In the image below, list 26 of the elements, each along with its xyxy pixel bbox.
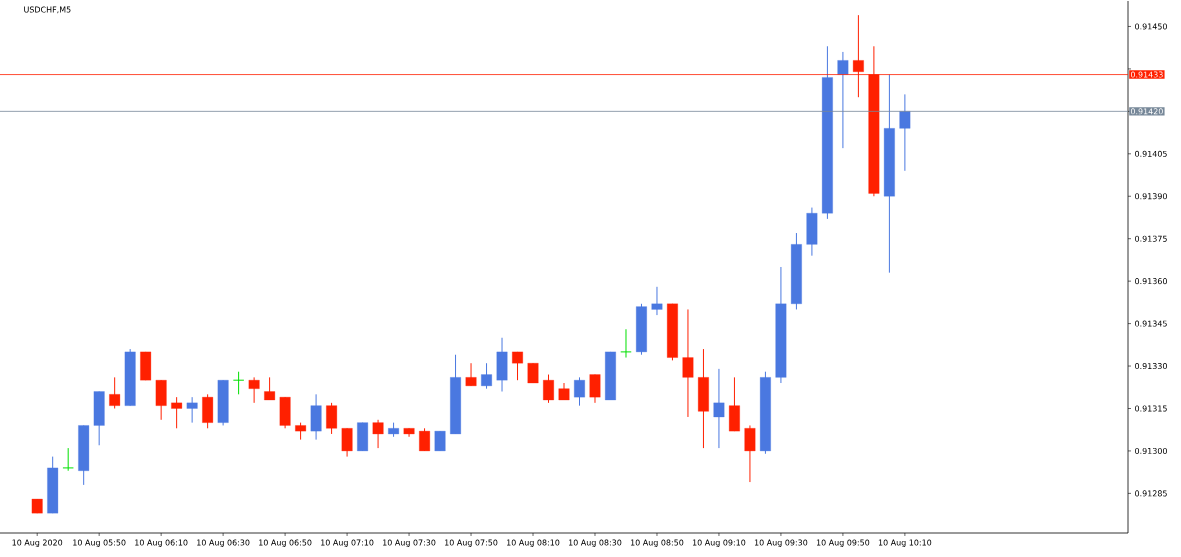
candlestick [481,362,492,390]
candlestick [744,424,756,483]
candlestick [326,402,337,435]
candlestick [543,374,554,404]
candlestick [341,427,353,458]
candlestick [372,419,384,449]
candlestick [248,376,260,404]
candlestick [574,376,585,407]
candlestick [589,374,601,404]
candlestick [434,430,446,452]
candlestick [171,396,183,429]
candlestick [527,362,539,384]
candlestick [512,351,523,381]
candlestick [264,376,276,401]
candlestick [899,93,911,172]
candlestick [465,362,477,387]
candlestick [713,368,725,449]
candlestick [620,328,632,359]
candlestick [62,447,74,472]
candlestick [682,308,694,418]
candlestick [109,376,121,409]
candlestick [419,427,430,452]
candlestick [186,396,198,424]
candlestick [651,286,663,316]
candlestick [232,371,245,395]
candlestick [837,51,849,149]
